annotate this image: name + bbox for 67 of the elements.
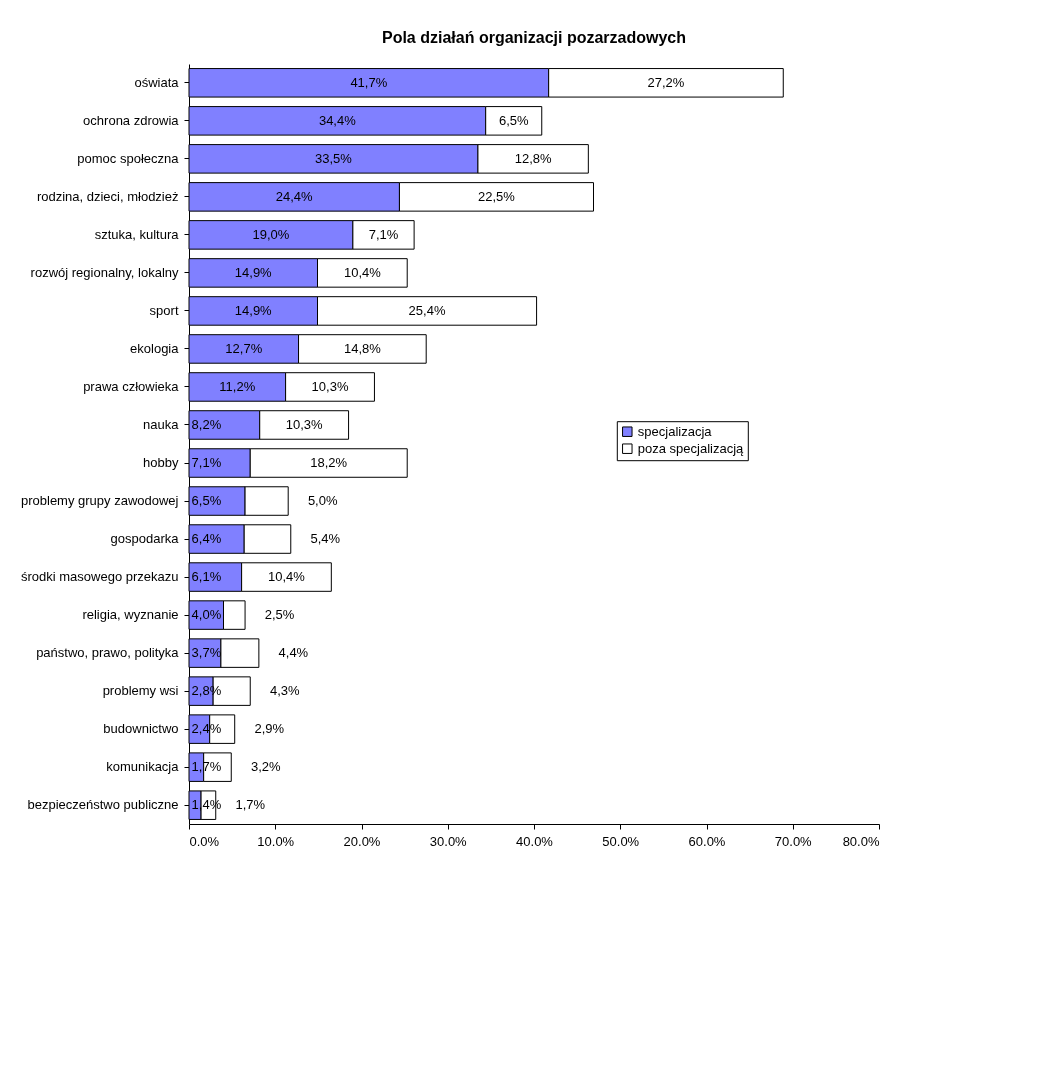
data-label: 7,1% [191,455,222,471]
data-label: 19,0% [252,226,290,242]
data-label: 12,7% [225,340,263,356]
y-tick-label: rodzina, dzieci, młodzież [36,188,179,204]
data-label: 24,4% [275,188,314,204]
data-label: 2,9% [254,721,285,737]
y-tick-label: problemy grupy zawodowej [20,493,179,509]
data-label: 18,2% [310,455,348,471]
data-label: 8,2% [191,416,222,432]
data-label: 4,3% [269,683,300,699]
y-tick-label: rozwój regionalny, lokalny [30,264,179,280]
data-label: 14,8% [343,340,382,356]
y-tick-label: państwo, prawo, polityka [36,645,180,661]
data-label: 3,2% [250,759,282,775]
x-tick-label: 50.0% [602,833,640,849]
y-tick-label: prawa człowieka [83,378,180,394]
y-tick-label: gospodarka [110,531,180,547]
y-tick-label: bezpieczeństwo publiczne [27,797,179,813]
y-tick-label: komunikacja [106,759,180,775]
y-tick-label: hobby [143,455,179,471]
x-tick-label: 20.0% [343,833,381,849]
data-label: 6,1% [191,569,222,585]
x-tick-label: 70.0% [774,833,813,849]
data-label: 11,2% [219,378,256,394]
y-tick-label: nauka [143,416,180,432]
data-label: 22,5% [478,188,516,204]
x-tick-label: 80.0% [842,833,880,849]
y-tick-label: budownictwo [103,721,179,737]
y-tick-label: sport [149,302,179,318]
data-label: 5,4% [310,531,341,547]
data-label: 10,3% [311,378,349,394]
data-label: 7,1% [368,226,399,242]
data-label: 14,9% [234,264,273,280]
data-label: 10,3% [285,416,324,432]
data-label: 4,4% [278,645,309,661]
x-tick-label: 30.0% [429,833,468,849]
data-label: 2,5% [264,607,295,623]
legend-label: poza specjalizacją [637,440,745,456]
y-tick-label: pomoc społeczna [77,150,180,166]
y-tick-label: ekologia [130,340,180,356]
data-label: 6,5% [498,112,529,128]
y-tick-label: sztuka, kultura [94,226,180,242]
x-tick-label: 10.0% [257,833,295,849]
data-label: 1,7% [235,797,266,813]
data-label: 6,5% [191,493,222,509]
data-label: 10,4% [268,569,306,585]
data-label: 25,4% [408,302,446,318]
y-tick-label: środki masowego przekazu [20,569,179,585]
data-label: 10,4% [343,264,382,280]
data-label: 5,0% [307,493,338,509]
y-tick-label: problemy wsi [102,683,179,699]
data-label: 14,9% [234,302,273,318]
data-label: 41,7% [350,74,388,90]
x-tick-label: 40.0% [516,833,554,849]
data-label: 4,0% [191,607,222,623]
chart-title: Pola działań organizacji pozarzadowych [381,29,687,46]
legend-label: specjalizacja [637,423,713,439]
x-tick-label: 0.0% [189,833,220,849]
x-tick-label: 60.0% [688,833,726,849]
data-label: 33,5% [315,150,353,166]
data-label: 6,4% [191,531,222,547]
y-tick-label: religia, wyznanie [82,607,179,623]
y-tick-label: ochrona zdrowia [83,112,180,128]
data-label: 34,4% [318,112,357,128]
data-label: 27,2% [647,74,685,90]
data-label: 12,8% [514,150,552,166]
y-tick-label: oświata [134,74,180,90]
